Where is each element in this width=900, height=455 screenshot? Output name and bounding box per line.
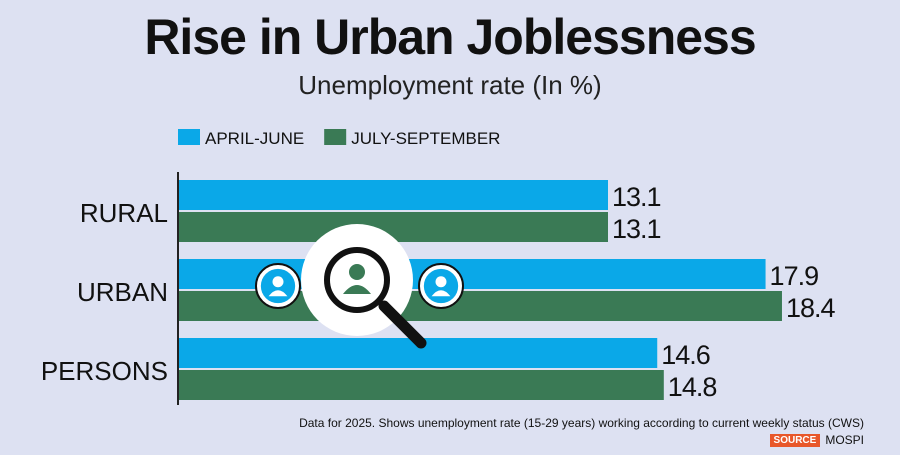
bar-rural-0 — [178, 180, 608, 210]
source-row: SOURCE MOSPI — [769, 433, 864, 447]
source-tag: SOURCE — [769, 433, 821, 447]
magnifier-person-head — [349, 264, 365, 280]
data-label: 14.8 — [668, 372, 717, 402]
person-icon-body — [431, 290, 451, 297]
legend-label: JULY-SEPTEMBER — [351, 129, 500, 148]
person-icon-head — [272, 276, 284, 288]
bar-rural-1 — [178, 212, 608, 242]
person-icon-body — [268, 290, 288, 297]
data-label: 14.6 — [661, 340, 710, 370]
magnifier-handle — [378, 300, 427, 349]
data-label: 13.1 — [612, 214, 661, 244]
person-icon-head — [435, 276, 447, 288]
category-label: URBAN — [77, 277, 168, 307]
bar-persons-1 — [178, 370, 664, 400]
chart-subtitle: Unemployment rate (In %) — [298, 70, 602, 100]
footnote: Data for 2025. Shows unemployment rate (… — [299, 416, 864, 430]
category-label: RURAL — [80, 198, 168, 228]
data-label: 13.1 — [612, 182, 661, 212]
legend-swatch — [324, 129, 347, 145]
data-label: 17.9 — [770, 261, 819, 291]
legend-swatch — [178, 129, 200, 145]
category-label: PERSONS — [41, 356, 168, 386]
legend-label: APRIL-JUNE — [205, 129, 304, 148]
magnifier-person-body — [343, 285, 371, 294]
data-label: 18.4 — [786, 293, 836, 323]
chart-title: Rise in Urban Joblessness — [144, 9, 756, 65]
source-name: MOSPI — [825, 433, 864, 447]
